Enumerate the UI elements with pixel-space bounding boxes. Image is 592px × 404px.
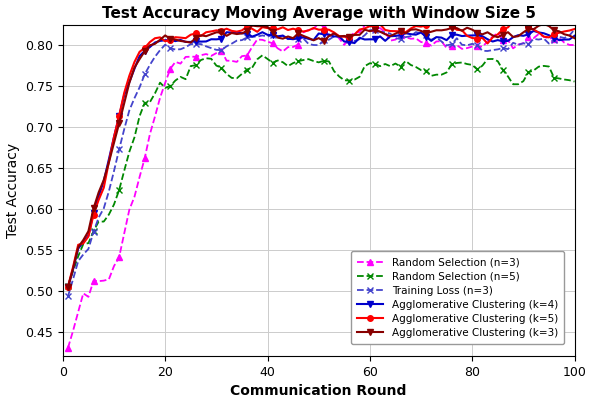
Agglomerative Clustering (k=4) bbox=[182, 40, 189, 44]
Training Loss (n=3) bbox=[366, 28, 374, 33]
Training Loss (n=3) bbox=[326, 37, 333, 42]
Training Loss (n=3) bbox=[545, 41, 552, 46]
Agglomerative Clustering (k=5) bbox=[571, 27, 578, 32]
Line: Training Loss (n=3): Training Loss (n=3) bbox=[65, 26, 578, 300]
Agglomerative Clustering (k=3) bbox=[530, 27, 537, 32]
Agglomerative Clustering (k=5) bbox=[366, 24, 374, 29]
Training Loss (n=3) bbox=[571, 27, 578, 32]
Random Selection (n=3) bbox=[535, 32, 542, 36]
Agglomerative Clustering (k=4) bbox=[162, 38, 169, 42]
Agglomerative Clustering (k=4) bbox=[551, 35, 558, 40]
Line: Agglomerative Clustering (k=4): Agglomerative Clustering (k=4) bbox=[65, 28, 577, 290]
X-axis label: Communication Round: Communication Round bbox=[230, 385, 407, 398]
Random Selection (n=5) bbox=[551, 75, 558, 80]
Random Selection (n=5) bbox=[535, 64, 542, 69]
Agglomerative Clustering (k=3) bbox=[551, 28, 558, 33]
Agglomerative Clustering (k=3) bbox=[162, 33, 169, 38]
Agglomerative Clustering (k=4) bbox=[366, 37, 374, 42]
Training Loss (n=3) bbox=[530, 36, 537, 41]
Agglomerative Clustering (k=4) bbox=[65, 285, 72, 290]
Title: Test Accuracy Moving Average with Window Size 5: Test Accuracy Moving Average with Window… bbox=[102, 6, 536, 21]
Random Selection (n=3) bbox=[326, 35, 333, 40]
Random Selection (n=5) bbox=[182, 77, 189, 82]
Agglomerative Clustering (k=5) bbox=[162, 39, 169, 44]
Agglomerative Clustering (k=4) bbox=[535, 30, 542, 35]
Random Selection (n=3) bbox=[182, 55, 189, 59]
Random Selection (n=5) bbox=[162, 85, 169, 90]
Agglomerative Clustering (k=5) bbox=[326, 27, 333, 32]
Agglomerative Clustering (k=5) bbox=[535, 30, 542, 35]
Random Selection (n=5) bbox=[330, 69, 337, 74]
Random Selection (n=3) bbox=[162, 80, 169, 85]
Line: Agglomerative Clustering (k=3): Agglomerative Clustering (k=3) bbox=[65, 21, 577, 290]
Random Selection (n=3) bbox=[551, 36, 558, 41]
Agglomerative Clustering (k=5) bbox=[551, 32, 558, 36]
Random Selection (n=3) bbox=[65, 345, 72, 350]
Line: Random Selection (n=5): Random Selection (n=5) bbox=[65, 52, 578, 289]
Agglomerative Clustering (k=4) bbox=[571, 34, 578, 38]
Training Loss (n=3) bbox=[162, 42, 169, 47]
Line: Random Selection (n=3): Random Selection (n=3) bbox=[65, 19, 577, 351]
Random Selection (n=5) bbox=[259, 53, 266, 58]
Random Selection (n=5) bbox=[371, 61, 378, 66]
Random Selection (n=3) bbox=[371, 25, 378, 30]
Agglomerative Clustering (k=5) bbox=[65, 284, 72, 289]
Legend: Random Selection (n=3), Random Selection (n=5), Training Loss (n=3), Agglomerati: Random Selection (n=3), Random Selection… bbox=[351, 251, 564, 344]
Agglomerative Clustering (k=3) bbox=[366, 29, 374, 34]
Random Selection (n=5) bbox=[571, 79, 578, 84]
Random Selection (n=5) bbox=[65, 283, 72, 288]
Random Selection (n=3) bbox=[571, 43, 578, 48]
Agglomerative Clustering (k=5) bbox=[182, 36, 189, 41]
Agglomerative Clustering (k=5) bbox=[514, 17, 522, 22]
Agglomerative Clustering (k=4) bbox=[530, 29, 537, 34]
Y-axis label: Test Accuracy: Test Accuracy bbox=[5, 143, 20, 238]
Agglomerative Clustering (k=4) bbox=[326, 32, 333, 37]
Random Selection (n=3) bbox=[366, 20, 374, 25]
Training Loss (n=3) bbox=[65, 294, 72, 299]
Agglomerative Clustering (k=3) bbox=[571, 36, 578, 40]
Agglomerative Clustering (k=3) bbox=[65, 285, 72, 290]
Line: Agglomerative Clustering (k=5): Agglomerative Clustering (k=5) bbox=[65, 17, 577, 289]
Agglomerative Clustering (k=3) bbox=[182, 39, 189, 44]
Training Loss (n=3) bbox=[182, 45, 189, 50]
Agglomerative Clustering (k=3) bbox=[326, 34, 333, 38]
Agglomerative Clustering (k=3) bbox=[540, 21, 548, 26]
